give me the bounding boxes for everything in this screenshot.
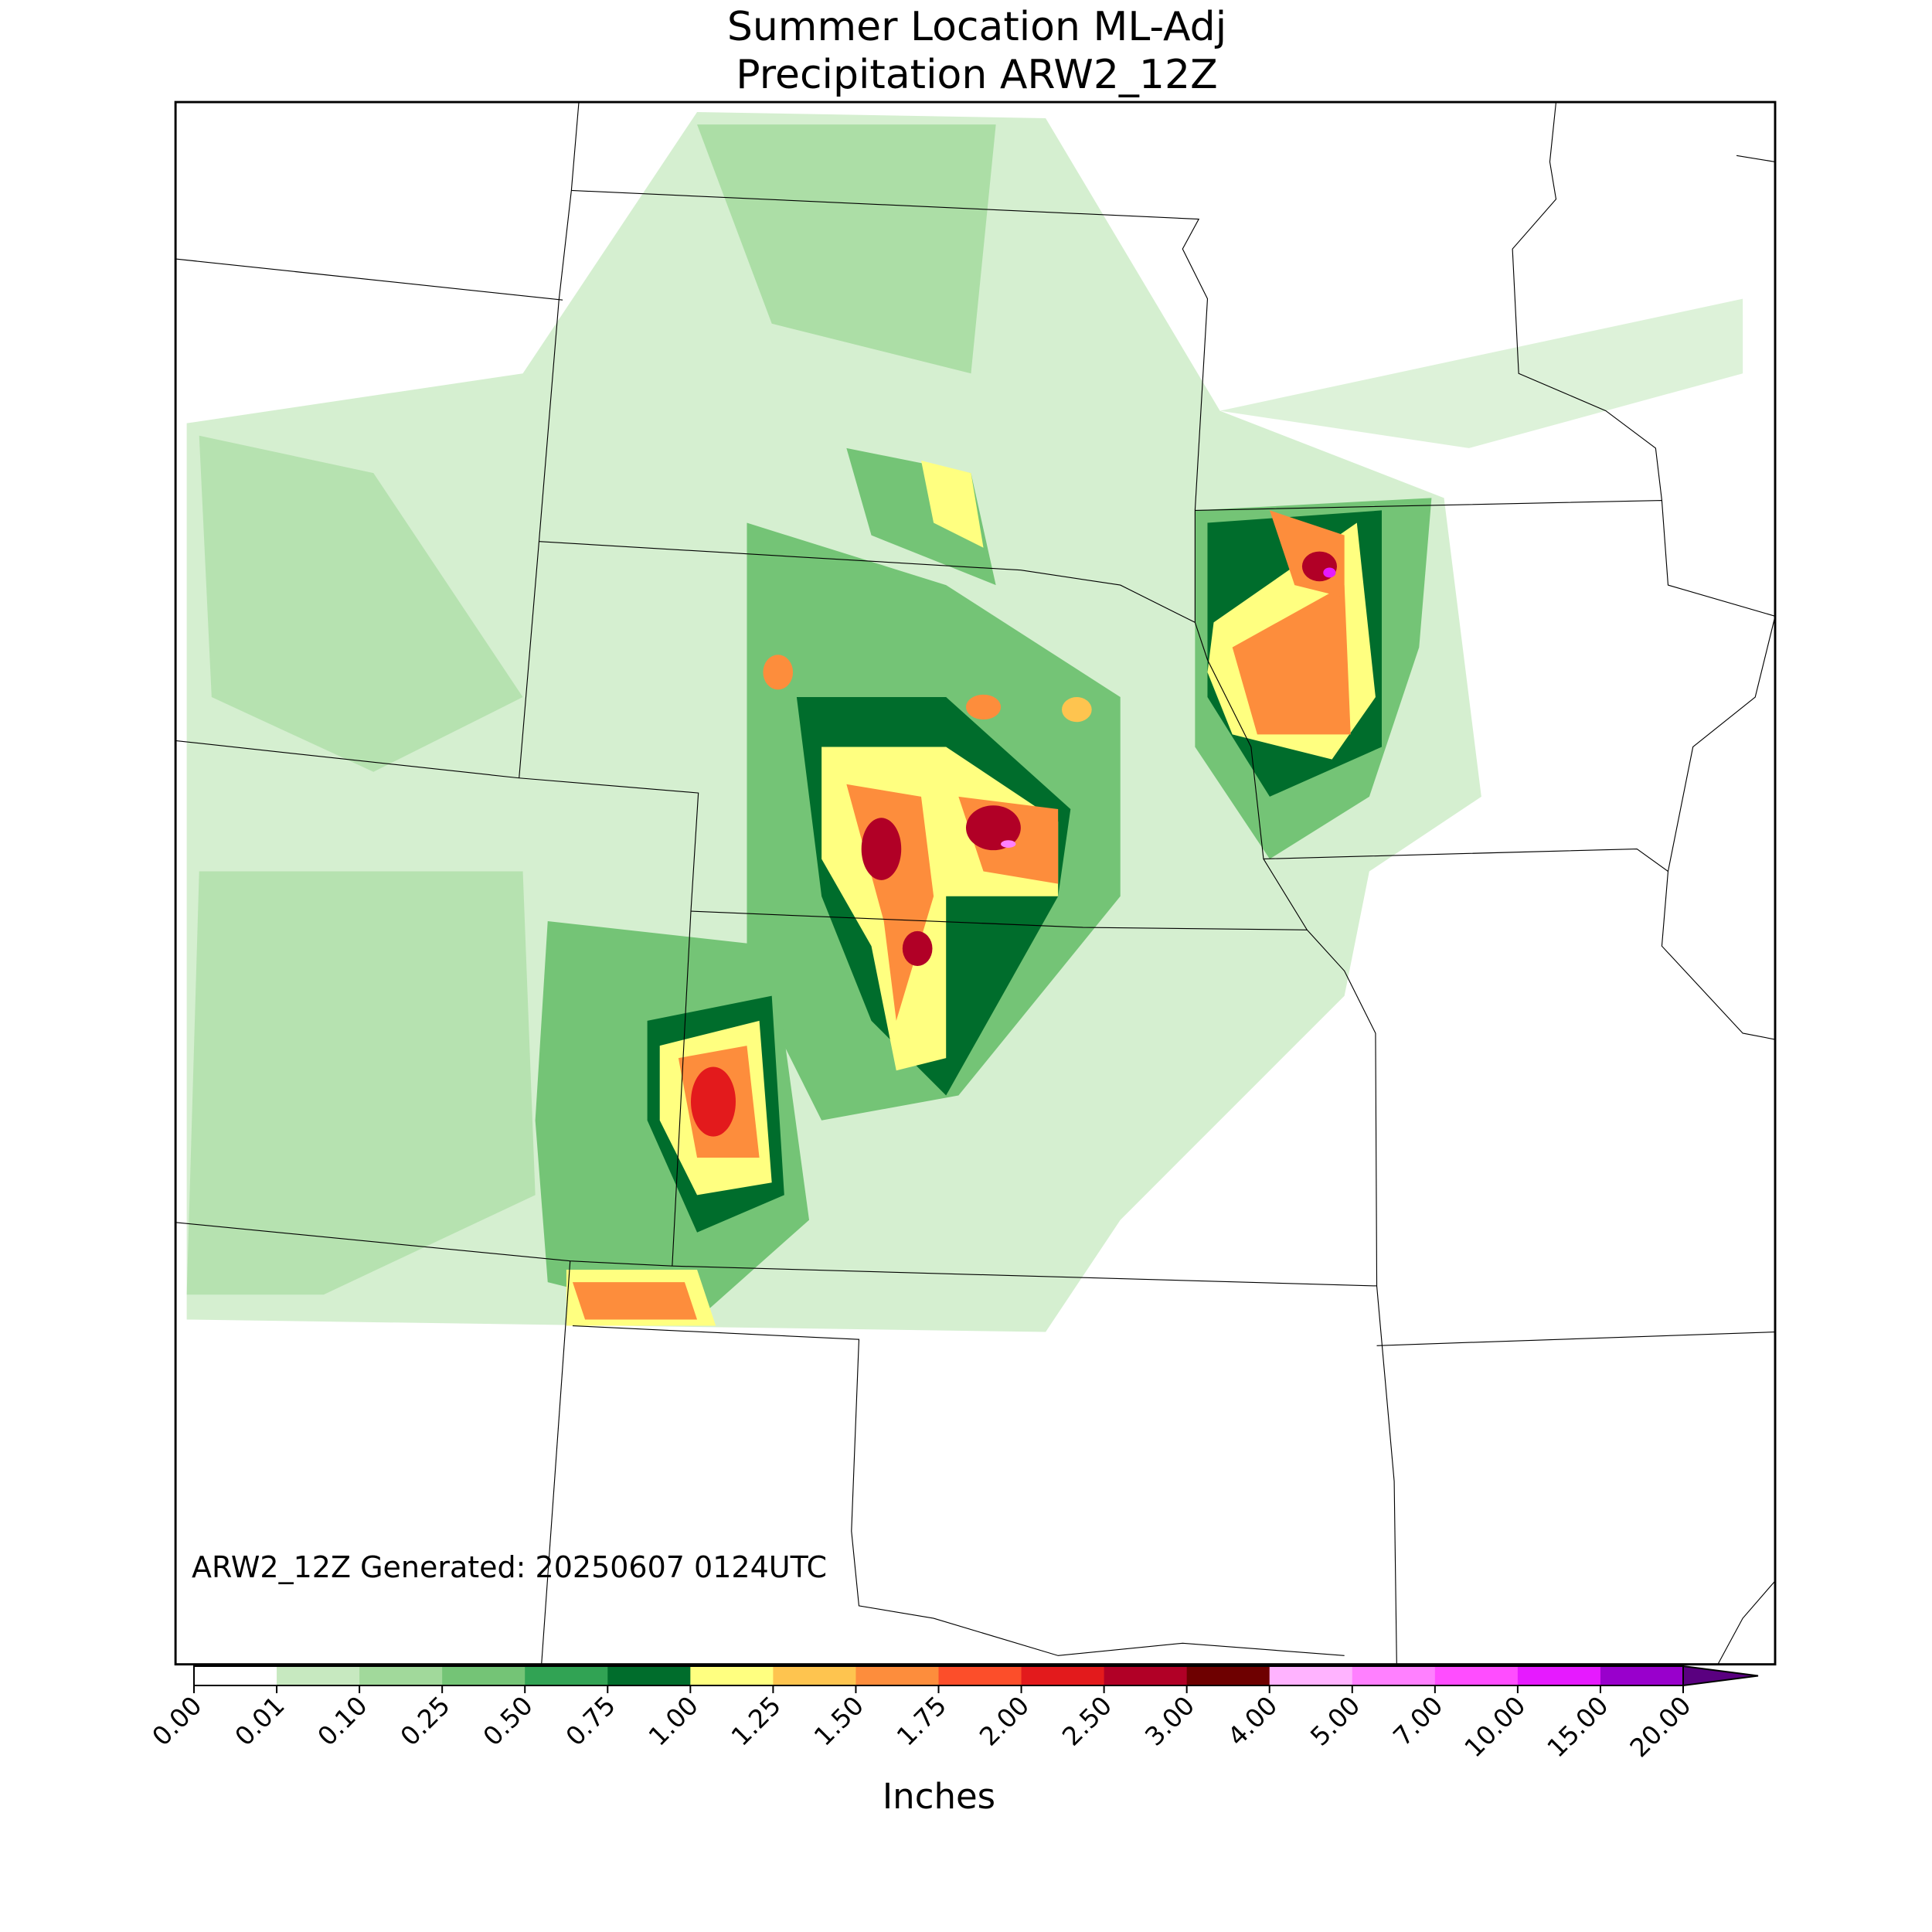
colorbar-tick-label: 4.00 [1222,1690,1284,1752]
colorbar-tick-label: 20.00 [1624,1690,1696,1763]
colorbar-tick-label: 0.50 [477,1690,539,1752]
colorbar-tick-label: 1.00 [642,1690,704,1752]
title-line-2: Precipitation ARW2_12Z [736,52,1217,98]
colorbar-segment [1104,1666,1188,1685]
colorbar-tick-label: 7.00 [1387,1690,1449,1752]
colorbar-segment [938,1666,1022,1685]
colorbar-tick-label: 0.01 [229,1690,291,1752]
colorbar-segment [855,1666,939,1685]
colorbar: 0.00 0.01 0.10 0.25 0.50 0.75 1.00 1.25 1.50 1.75… [146,1665,1759,1763]
colorbar-tick-label: 0.75 [560,1690,621,1752]
colorbar-tick-label: 15.00 [1541,1690,1614,1763]
colorbar-segment [1021,1666,1105,1685]
colorbar-tick-label: 0.00 [146,1690,208,1752]
map-frame [174,100,1777,1666]
colorbar-tick-label: 1.50 [808,1690,870,1752]
colorbar-segment [1600,1666,1684,1685]
colorbar-tick-label: 3.00 [1139,1690,1201,1752]
colorbar-segment [1352,1666,1436,1685]
colorbar-segment [607,1666,691,1685]
colorbar-tick-label: 5.00 [1304,1690,1366,1752]
colorbar-segment [277,1666,360,1685]
colorbar-tick-label: 2.00 [974,1690,1036,1752]
annotation: ARW2_12Z Generated: 20250607 0124UTC [192,1550,827,1584]
colorbar-segment [1434,1666,1519,1685]
colorbar-segment [1517,1666,1601,1685]
colorbar-extend [1682,1665,1759,1687]
map [174,100,1777,1666]
colorbar-tick-label: 1.25 [726,1690,787,1752]
colorbar-segment [773,1666,856,1685]
colorbar-tick-label: 10.00 [1458,1690,1531,1763]
state-borders [175,102,1776,1665]
colorbar-label: Inches [883,1776,995,1817]
colorbar-segment [690,1666,774,1685]
colorbar-tick-label: 2.50 [1056,1690,1118,1752]
colorbar-tick-label: 0.25 [394,1690,456,1752]
colorbar-segment [525,1666,608,1685]
colorbar-tick-label: 0.10 [311,1690,373,1752]
precip-field [186,111,1743,1332]
colorbar-segment [442,1666,526,1685]
colorbar-segment [1186,1666,1270,1685]
title-line-1: Summer Location ML-Adj [727,4,1226,50]
colorbar-segment [1269,1666,1353,1685]
colorbar-tick-label: 1.75 [891,1690,953,1752]
colorbar-segment [194,1666,277,1685]
colorbar-segment [359,1666,443,1685]
